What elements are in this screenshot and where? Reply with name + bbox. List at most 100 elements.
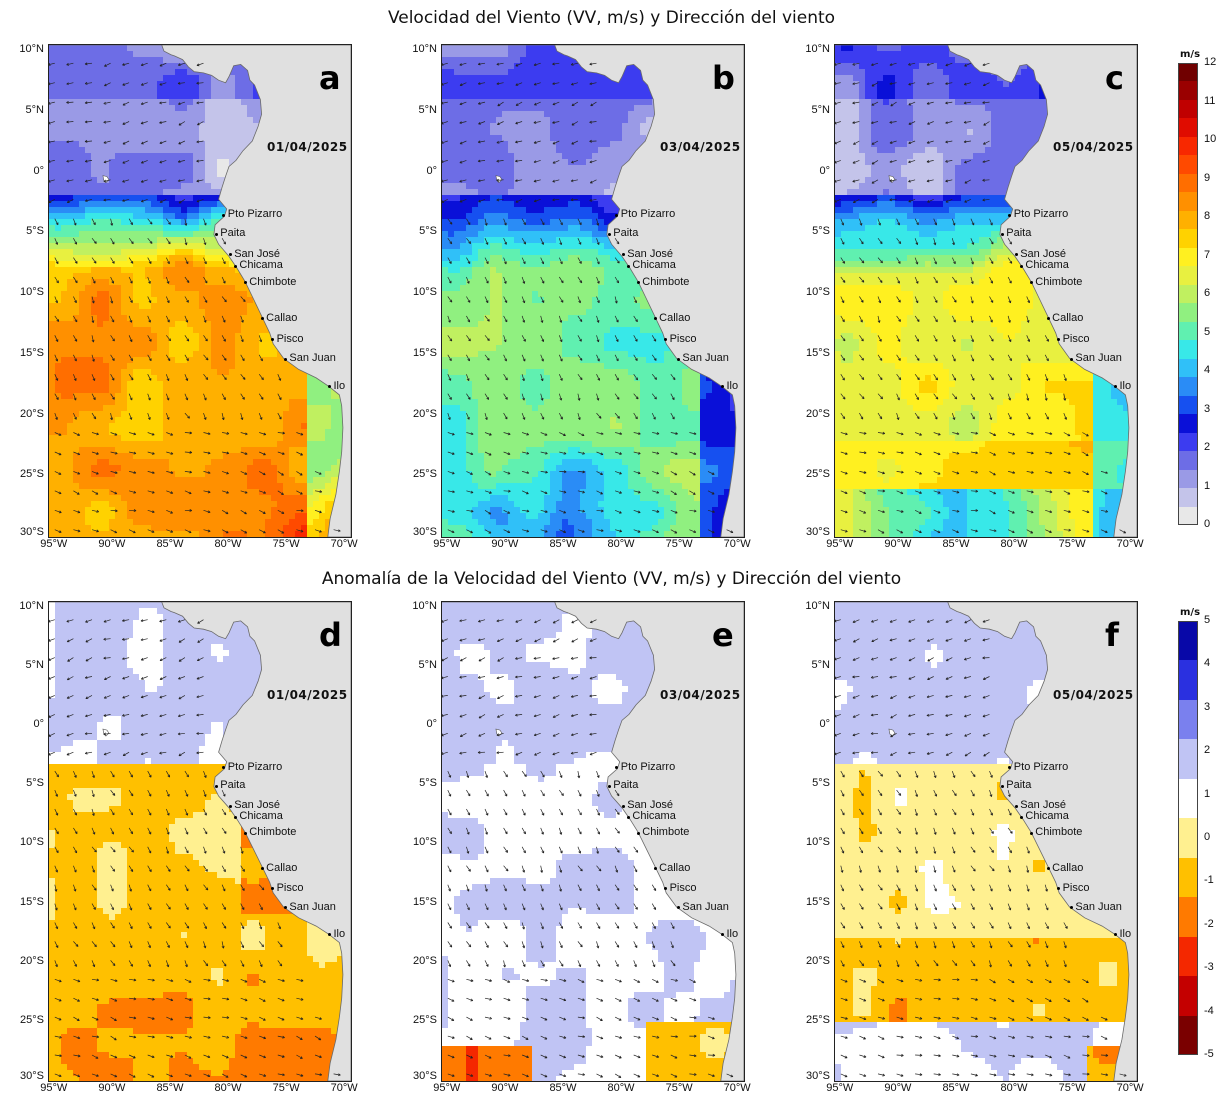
port-label: Callao (1052, 312, 1083, 324)
port-label: Pisco (670, 333, 697, 345)
lat-tick-label: 5°N (790, 659, 830, 671)
lat-tick-label: 20°S (397, 408, 437, 420)
colorbar-tick-label: -1 (1204, 874, 1214, 886)
port-label: Pisco (670, 882, 697, 894)
port-label: Paita (1006, 227, 1031, 239)
colorbar-tick-label: 6 (1204, 287, 1210, 299)
lat-tick-label: 10°N (790, 43, 830, 55)
port-label: Paita (1006, 779, 1031, 791)
port-label: San José (1020, 248, 1066, 260)
panel-letter: e (712, 616, 734, 654)
lon-tick-label: 95°W (34, 538, 74, 550)
map-field-f (835, 602, 1137, 1081)
port-label: Chimbote (249, 826, 296, 838)
port-label: Chimbote (1035, 276, 1082, 288)
port-label: San José (627, 248, 673, 260)
port-label: San Juan (1075, 901, 1121, 913)
lon-tick-label: 70°W (717, 1082, 757, 1094)
lat-tick-label: 20°S (790, 408, 830, 420)
lat-tick-label: 30°S (790, 1070, 830, 1082)
panel-date: 03/04/2025 (660, 140, 741, 154)
port-marker (229, 805, 232, 808)
colorbar-tick-label: 2 (1204, 744, 1210, 756)
lat-tick-label: 15°S (397, 896, 437, 908)
lat-tick-label: 30°S (397, 1070, 437, 1082)
lat-tick-label: 5°S (4, 777, 44, 789)
port-label: Chicama (239, 810, 282, 822)
lat-tick-label: 10°N (397, 600, 437, 612)
lon-tick-label: 80°W (994, 538, 1034, 550)
port-label: Chimbote (642, 276, 689, 288)
lat-tick-label: 20°S (790, 955, 830, 967)
port-label: Pisco (277, 882, 304, 894)
lat-tick-label: 5°S (397, 225, 437, 237)
lat-tick-label: 0° (397, 718, 437, 730)
colorbar-tick-label: -3 (1204, 961, 1214, 973)
lat-tick-label: 5°N (397, 104, 437, 116)
port-marker (215, 233, 218, 236)
lat-tick-label: 0° (790, 718, 830, 730)
lat-tick-label: 5°S (4, 225, 44, 237)
port-label: Chicama (1025, 259, 1068, 271)
lon-tick-label: 75°W (659, 538, 699, 550)
lat-tick-label: 0° (4, 718, 44, 730)
colorbar-unit: m/s (1180, 49, 1200, 60)
lon-tick-label: 80°W (208, 1082, 248, 1094)
anomaly-section-title: Anomalía de la Velocidad del Viento (VV,… (0, 569, 1223, 589)
port-label: Chicama (239, 259, 282, 271)
port-marker (1030, 832, 1033, 835)
port-marker (627, 816, 630, 819)
colorbar-tick-label: 5 (1204, 614, 1210, 626)
lat-tick-label: 20°S (4, 408, 44, 420)
lon-tick-label: 90°W (878, 538, 918, 550)
port-label: Callao (659, 312, 690, 324)
lon-tick-label: 90°W (878, 1082, 918, 1094)
lat-tick-label: 30°S (790, 526, 830, 538)
port-label: Pisco (1063, 333, 1090, 345)
port-label: Chicama (1025, 810, 1068, 822)
lat-tick-label: 5°S (790, 777, 830, 789)
colorbar-tick-label: 0 (1204, 518, 1210, 530)
lon-tick-label: 90°W (92, 1082, 132, 1094)
port-label: Chicama (632, 810, 675, 822)
port-label: Pto Pizarro (1014, 761, 1068, 773)
speed-section-title: Velocidad del Viento (VV, m/s) y Direcci… (0, 8, 1223, 28)
lat-tick-label: 20°S (397, 955, 437, 967)
port-label: Chimbote (249, 276, 296, 288)
port-marker (284, 358, 287, 361)
port-marker (1020, 265, 1023, 268)
port-label: Paita (220, 227, 245, 239)
lat-tick-label: 15°S (790, 896, 830, 908)
lat-tick-label: 0° (397, 165, 437, 177)
port-marker (654, 867, 657, 870)
colorbar-tick-label: 10 (1204, 133, 1216, 145)
colorbar-tick-label: -2 (1204, 918, 1214, 930)
port-marker (1008, 214, 1011, 217)
lat-tick-label: 0° (790, 165, 830, 177)
panel-letter: c (1105, 59, 1124, 97)
colorbar-tick-label: 2 (1204, 441, 1210, 453)
port-label: Pto Pizarro (1014, 208, 1068, 220)
port-label: Ilo (1120, 928, 1132, 940)
port-label: San Juan (682, 352, 728, 364)
lon-tick-label: 80°W (601, 1082, 641, 1094)
port-label: Paita (220, 779, 245, 791)
colorbar-tick-label: 8 (1204, 210, 1210, 222)
port-marker (615, 214, 618, 217)
lon-tick-label: 95°W (427, 1082, 467, 1094)
lat-tick-label: 10°N (4, 43, 44, 55)
port-label: Ilo (727, 928, 739, 940)
panel-letter: b (712, 59, 735, 97)
lat-tick-label: 5°N (397, 659, 437, 671)
colorbar-tick-label: 12 (1204, 56, 1216, 68)
lat-tick-label: 10°N (397, 43, 437, 55)
lat-tick-label: 10°S (790, 286, 830, 298)
lon-tick-label: 85°W (150, 1082, 190, 1094)
lat-tick-label: 25°S (4, 1014, 44, 1026)
lon-tick-label: 75°W (1052, 538, 1092, 550)
lat-tick-label: 15°S (4, 896, 44, 908)
